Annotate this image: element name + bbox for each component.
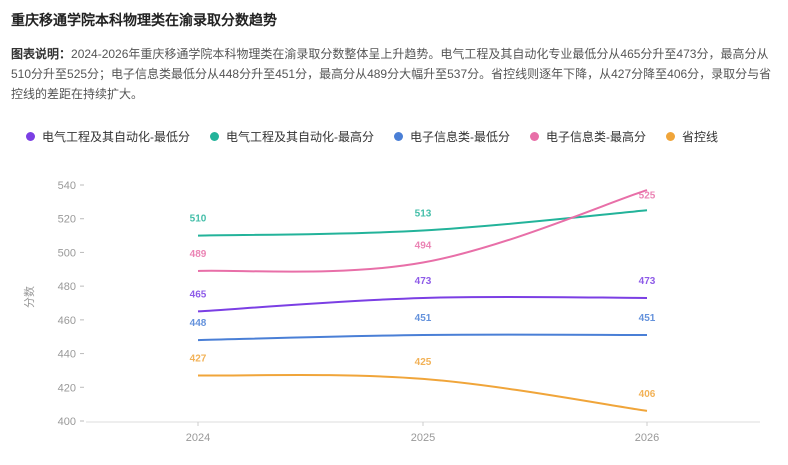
legend-label: 电气工程及其自动化-最高分 <box>226 130 374 144</box>
chart-title: 重庆移通学院本科物理类在渝录取分数趋势 <box>11 12 277 28</box>
y-tick-label: 460 <box>58 315 76 327</box>
data-label: 425 <box>415 357 432 368</box>
series-line-1 <box>197 209 648 237</box>
legend-item-1[interactable]: 电气工程及其自动化-最高分 <box>210 128 374 145</box>
legend-swatch <box>210 132 219 141</box>
data-label: 451 <box>415 313 432 324</box>
legend-item-0[interactable]: 电气工程及其自动化-最低分 <box>26 128 190 145</box>
x-tick-label: 2025 <box>411 432 435 444</box>
legend-label: 电气工程及其自动化-最低分 <box>42 130 190 144</box>
legend-swatch <box>26 132 35 141</box>
series-line-2 <box>197 333 648 342</box>
data-label: 473 <box>415 276 432 287</box>
legend-item-4[interactable]: 省控线 <box>666 128 718 145</box>
data-label: 473 <box>639 276 656 287</box>
y-tick-label: 540 <box>58 180 76 192</box>
series-line-4 <box>197 374 648 412</box>
chart-legend: 电气工程及其自动化-最低分 电气工程及其自动化-最高分 电子信息类-最低分 电子信息类… <box>26 128 738 145</box>
data-label: 465 <box>190 289 207 300</box>
series-line-0 <box>197 295 648 313</box>
data-label: 427 <box>190 353 207 364</box>
y-tick-label: 500 <box>58 247 76 259</box>
data-label: 451 <box>639 313 656 324</box>
legend-item-2[interactable]: 电子信息类-最低分 <box>394 128 510 145</box>
y-tick-label: 520 <box>58 214 76 226</box>
legend-item-3[interactable]: 电子信息类-最高分 <box>530 128 646 145</box>
data-label: 525 <box>639 190 656 201</box>
y-tick-label: 440 <box>58 349 76 361</box>
legend-label: 电子信息类-最高分 <box>546 130 646 144</box>
data-label: 489 <box>190 249 207 260</box>
y-axis-label: 分数 <box>23 286 36 308</box>
legend-label: 电子信息类-最低分 <box>410 130 510 144</box>
chart-description: 图表说明：2024-2026年重庆移通学院本科物理类在渝录取分数整体呈上升趋势。… <box>11 44 779 104</box>
legend-swatch <box>394 132 403 141</box>
legend-swatch <box>530 132 539 141</box>
y-tick-label: 420 <box>58 382 76 394</box>
description-text: 2024-2026年重庆移通学院本科物理类在渝录取分数整体呈上升趋势。电气工程及… <box>11 47 772 101</box>
description-label: 图表说明： <box>11 47 72 61</box>
data-label: 448 <box>190 318 207 329</box>
data-label: 494 <box>415 241 432 252</box>
x-tick-label: 2026 <box>635 432 659 444</box>
y-tick-label: 480 <box>58 281 76 293</box>
legend-label: 省控线 <box>682 130 719 144</box>
legend-swatch <box>666 132 675 141</box>
x-tick-label: 2024 <box>186 432 210 444</box>
series-line-3 <box>197 189 648 273</box>
data-label: 513 <box>415 209 432 220</box>
y-tick-label: 400 <box>58 416 76 428</box>
data-label: 510 <box>190 214 207 225</box>
data-label: 406 <box>639 389 656 400</box>
